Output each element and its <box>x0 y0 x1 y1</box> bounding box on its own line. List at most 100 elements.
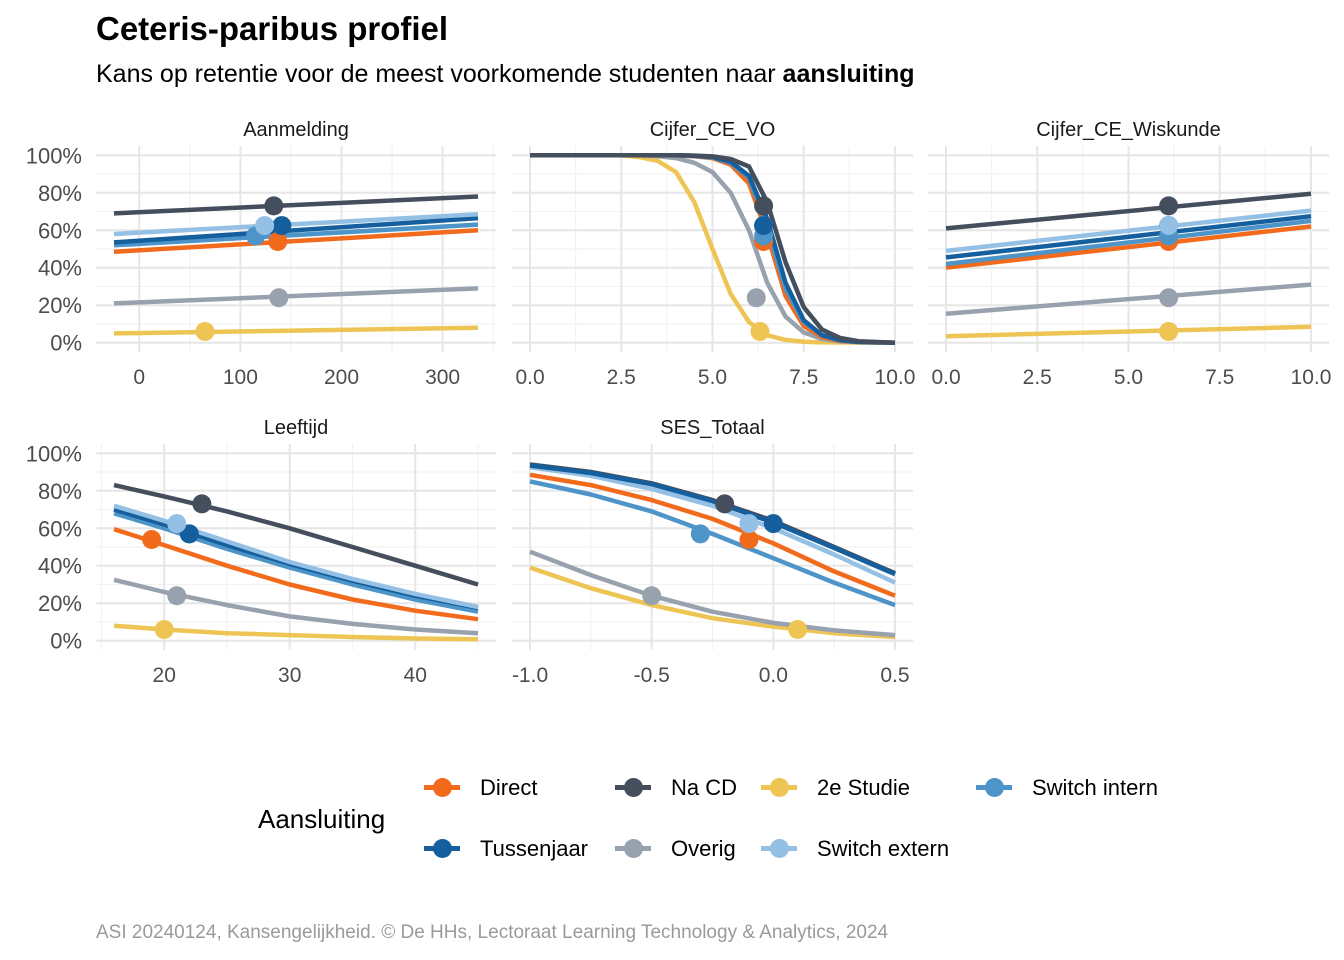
legend-item: Na CD <box>615 768 737 808</box>
y-tick-label: 80% <box>38 479 82 504</box>
series-line <box>529 549 896 638</box>
series-line <box>529 463 896 577</box>
data-point <box>754 216 774 236</box>
legend-key-dot <box>624 778 643 797</box>
x-tick-label: 100 <box>223 366 258 389</box>
subtitle-bold: aansluiting <box>782 60 915 88</box>
legend-label: Overig <box>671 836 736 861</box>
series-line <box>945 208 1312 254</box>
series-line <box>529 465 896 585</box>
legend-key-dot <box>433 778 452 797</box>
y-tick-label: 100% <box>26 441 82 466</box>
series-line <box>113 194 479 216</box>
legend-key <box>761 768 797 808</box>
data-point <box>1159 216 1179 236</box>
series-line <box>945 282 1312 316</box>
facet-label: Cijfer_CE_Wiskunde <box>1036 119 1221 141</box>
facet-label: Cijfer_CE_VO <box>650 119 776 141</box>
legend-item: Switch extern <box>761 829 949 869</box>
legend-item: Direct <box>424 768 537 808</box>
series-line <box>113 215 479 245</box>
y-tick-label: 20% <box>38 293 82 318</box>
x-tick-label: 7.5 <box>789 366 818 389</box>
legend-key-dot <box>985 778 1004 797</box>
series-line <box>113 222 479 248</box>
data-point <box>750 321 770 341</box>
legend-title: Aansluiting <box>258 804 386 834</box>
data-point <box>272 216 292 236</box>
x-tick-label: -1.0 <box>512 664 548 687</box>
series-line <box>529 472 896 598</box>
x-tick-label: -0.5 <box>634 664 670 687</box>
y-tick-label: 60% <box>38 218 82 243</box>
legend-key-dot <box>770 778 789 797</box>
legend-item: Switch intern <box>976 768 1158 808</box>
y-tick-label: 0% <box>50 629 82 654</box>
legend-label: Switch intern <box>1032 775 1158 800</box>
series-line <box>113 511 479 614</box>
x-tick-label: 0.5 <box>880 664 909 687</box>
legend-label: Tussenjaar <box>480 836 589 861</box>
data-point <box>763 514 783 534</box>
data-point <box>739 530 759 550</box>
series-line <box>945 213 1312 260</box>
data-point <box>788 619 808 639</box>
data-point <box>255 216 275 236</box>
series-line <box>113 503 479 610</box>
data-point <box>1159 196 1179 216</box>
facet-label: Aanmelding <box>243 119 349 141</box>
data-point <box>1159 321 1179 341</box>
legend-key <box>615 829 651 869</box>
legend-key <box>424 829 460 869</box>
data-point <box>268 232 288 252</box>
x-tick-label: 0.0 <box>931 366 960 389</box>
chart-title: Ceteris-paribus profiel <box>96 10 449 47</box>
x-tick-label: 30 <box>278 664 301 687</box>
x-tick-label: 300 <box>425 366 460 389</box>
x-tick-label: 0.0 <box>759 664 788 687</box>
legend-label: Direct <box>480 775 538 800</box>
legend-item: Overig <box>615 829 736 869</box>
legend-key-dot <box>624 839 643 858</box>
data-point <box>746 288 766 308</box>
data-point <box>690 524 710 544</box>
data-point <box>167 514 187 534</box>
data-point <box>739 514 759 534</box>
legend-key-dot <box>433 839 452 858</box>
legend-label: Switch extern <box>817 836 950 861</box>
data-point <box>154 619 174 639</box>
facet-label: SES_Totaal <box>660 417 765 439</box>
data-point <box>142 530 162 550</box>
legend-key <box>424 768 460 808</box>
data-point <box>269 288 289 308</box>
facet-label: Leeftijd <box>264 417 329 439</box>
legend-key <box>976 768 1012 808</box>
x-tick-label: 200 <box>324 366 359 389</box>
legend-label: Na CD <box>671 775 738 800</box>
series-line <box>113 325 479 336</box>
series-line <box>113 527 479 622</box>
data-point <box>192 494 212 514</box>
data-point <box>167 586 187 606</box>
series-line <box>945 324 1312 339</box>
series-line <box>113 286 479 306</box>
legend-item: 2e Studie <box>761 768 910 808</box>
legend-key <box>761 829 797 869</box>
data-point <box>1159 288 1179 308</box>
y-tick-label: 80% <box>38 181 82 206</box>
data-point <box>715 494 735 514</box>
data-point <box>264 196 284 216</box>
series-line <box>113 577 479 636</box>
data-point <box>179 524 199 544</box>
series-line <box>945 218 1312 267</box>
x-tick-label: 5.0 <box>1114 366 1143 389</box>
series-line <box>945 224 1312 270</box>
series-line <box>529 479 896 608</box>
legend-item: Tussenjaar <box>424 829 588 869</box>
x-tick-label: 0 <box>133 366 145 389</box>
legend-key <box>615 768 651 808</box>
data-point <box>642 586 662 606</box>
y-tick-label: 40% <box>38 554 82 579</box>
series-line <box>945 191 1312 231</box>
